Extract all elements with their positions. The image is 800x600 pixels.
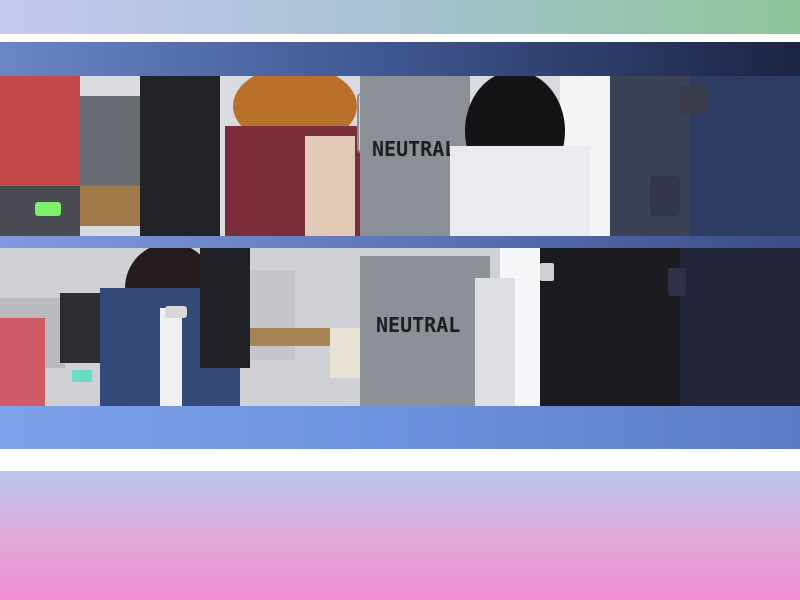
phone <box>165 306 187 318</box>
phone <box>680 86 708 114</box>
frame-top-bar <box>0 42 800 76</box>
shirt-text-bottom: NEUTRAL <box>376 313 460 337</box>
phone <box>650 176 680 216</box>
phone-screen <box>72 370 92 382</box>
bottom-gradient-strip <box>0 471 800 600</box>
photo-divider-bar <box>0 236 800 248</box>
shirt-text-top: NEUTRAL <box>372 137 456 161</box>
top-gradient-strip <box>0 0 800 34</box>
photo-panel-top: NEUTRAL <box>0 76 800 236</box>
frame-bottom-bar <box>0 406 800 449</box>
phone <box>540 263 554 281</box>
phone <box>668 268 686 296</box>
phone-screen <box>35 202 61 216</box>
photo-panel-bottom: NEUTRAL <box>0 248 800 406</box>
